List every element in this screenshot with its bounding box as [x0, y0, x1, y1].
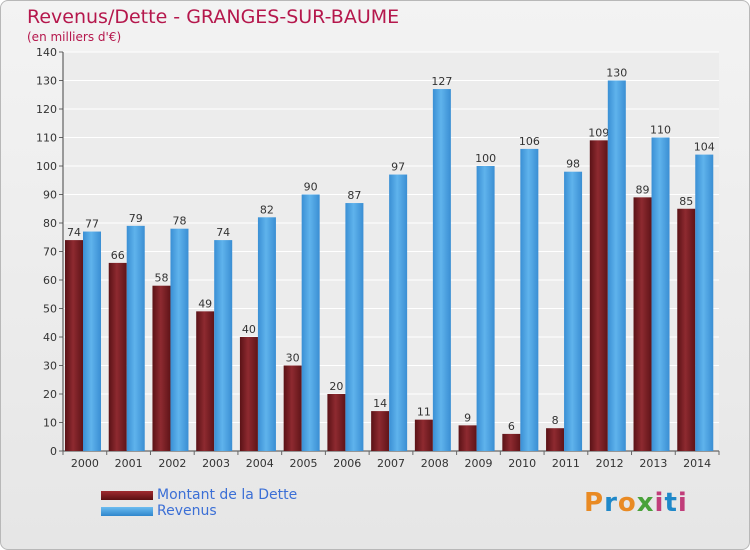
x-tick-label: 2014 — [683, 457, 711, 470]
data-label-revenus: 87 — [347, 189, 361, 202]
y-tick-label: 0 — [50, 445, 57, 458]
bar-revenus — [564, 171, 583, 451]
legend-swatch-revenus — [101, 507, 153, 516]
bar-dette — [239, 337, 258, 451]
proxiti-logo: Proxiti — [584, 488, 688, 518]
x-tick-label: 2005 — [290, 457, 318, 470]
bar-revenus — [257, 217, 276, 451]
bar-revenus — [651, 137, 670, 451]
data-label-revenus: 97 — [391, 161, 405, 174]
bar-dette — [371, 411, 390, 451]
data-label-dette: 109 — [588, 126, 609, 139]
data-label-revenus: 79 — [129, 212, 143, 225]
data-label-dette: 66 — [111, 249, 125, 262]
data-label-dette: 8 — [552, 414, 559, 427]
data-label-revenus: 104 — [694, 141, 715, 154]
bar-revenus — [520, 148, 539, 451]
y-tick-label: 70 — [43, 246, 57, 259]
data-label-dette: 49 — [198, 297, 212, 310]
x-tick-label: 2004 — [246, 457, 274, 470]
x-tick-label: 2006 — [333, 457, 361, 470]
x-tick-label: 2011 — [552, 457, 580, 470]
x-tick-label: 2009 — [464, 457, 492, 470]
bar-revenus — [695, 154, 714, 451]
y-tick-label: 140 — [36, 46, 57, 59]
chart-title: Revenus/Dette - GRANGES-SUR-BAUME — [27, 6, 400, 28]
y-tick-label: 110 — [36, 132, 57, 145]
bar-dette — [633, 197, 652, 451]
data-label-dette: 30 — [286, 352, 300, 365]
bar-dette — [283, 365, 302, 451]
data-label-dette: 14 — [373, 397, 387, 410]
x-tick-label: 2001 — [115, 457, 143, 470]
x-tick-label: 2012 — [596, 457, 624, 470]
legend-label-revenus: Revenus — [157, 503, 217, 519]
data-label-dette: 6 — [508, 420, 515, 433]
data-label-revenus: 110 — [650, 124, 671, 137]
data-label-revenus: 90 — [304, 181, 318, 194]
data-label-revenus: 82 — [260, 203, 274, 216]
y-tick-label: 40 — [43, 331, 57, 344]
data-label-revenus: 127 — [431, 75, 452, 88]
bar-revenus — [170, 228, 189, 451]
y-tick-label: 60 — [43, 274, 57, 287]
bar-dette — [502, 433, 521, 451]
data-label-revenus: 106 — [519, 135, 540, 148]
data-label-revenus: 74 — [216, 226, 230, 239]
y-tick-label: 90 — [43, 189, 57, 202]
x-tick-label: 2003 — [202, 457, 230, 470]
data-label-dette: 74 — [67, 226, 81, 239]
bar-dette — [458, 425, 477, 451]
x-tick-label: 2000 — [71, 457, 99, 470]
data-label-dette: 20 — [329, 380, 343, 393]
bar-dette — [414, 419, 433, 451]
y-tick-label: 120 — [36, 103, 57, 116]
data-label-revenus: 100 — [475, 152, 496, 165]
bar-revenus — [126, 225, 145, 451]
x-tick-label: 2002 — [158, 457, 186, 470]
data-label-revenus: 77 — [85, 218, 99, 231]
legend-swatch-dette — [101, 491, 153, 500]
data-label-dette: 85 — [679, 195, 693, 208]
data-label-revenus: 130 — [606, 67, 627, 80]
bar-dette — [65, 240, 83, 451]
bar-revenus — [389, 174, 408, 452]
bar-dette — [327, 394, 346, 451]
bar-dette — [546, 428, 565, 451]
chart-subtitle: (en milliers d'€) — [27, 30, 122, 44]
y-tick-label: 10 — [43, 417, 57, 430]
bar-revenus — [476, 166, 495, 451]
y-tick-label: 50 — [43, 303, 57, 316]
bar-revenus — [432, 89, 451, 452]
bar-revenus — [83, 231, 101, 451]
data-label-revenus: 78 — [172, 215, 186, 228]
data-label-dette: 40 — [242, 323, 256, 336]
data-label-dette: 9 — [464, 411, 471, 424]
y-tick-label: 20 — [43, 388, 57, 401]
x-tick-label: 2007 — [377, 457, 405, 470]
y-tick-label: 130 — [36, 75, 57, 88]
bar-dette — [108, 262, 127, 451]
data-label-revenus: 98 — [566, 158, 580, 171]
bar-dette — [196, 311, 215, 451]
bar-dette — [677, 208, 696, 451]
bar-revenus — [607, 80, 626, 451]
y-tick-label: 80 — [43, 217, 57, 230]
bar-revenus — [345, 203, 364, 451]
y-tick-label: 30 — [43, 360, 57, 373]
data-label-dette: 58 — [154, 272, 168, 285]
x-tick-label: 2010 — [508, 457, 536, 470]
bar-dette — [152, 285, 171, 451]
x-tick-label: 2008 — [421, 457, 449, 470]
bar-dette — [589, 140, 608, 451]
y-tick-label: 100 — [36, 160, 57, 173]
bar-revenus — [301, 194, 320, 451]
data-label-dette: 89 — [636, 183, 650, 196]
bar-revenus — [214, 240, 233, 451]
x-tick-label: 2013 — [639, 457, 667, 470]
data-label-dette: 11 — [417, 406, 431, 419]
legend-label-dette: Montant de la Dette — [157, 487, 298, 503]
